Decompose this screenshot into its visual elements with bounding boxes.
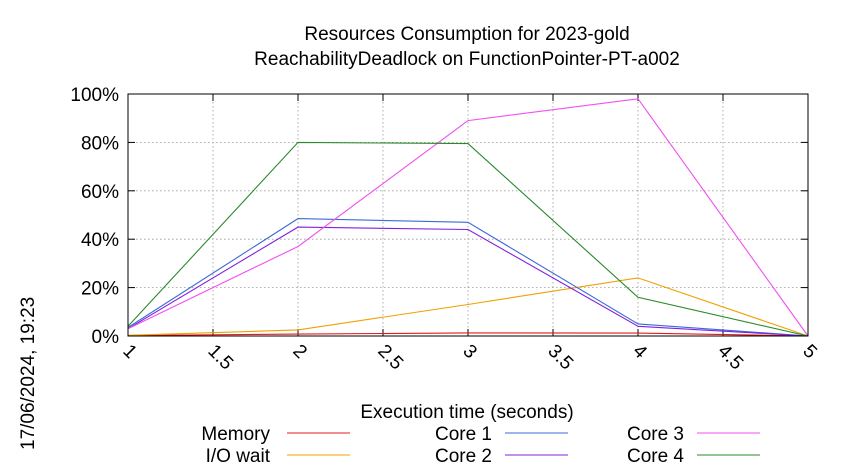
y-tick-label: 40% bbox=[81, 230, 119, 251]
legend-label-core-2: Core 2 bbox=[435, 446, 492, 467]
legend-label-core-3: Core 3 bbox=[627, 424, 684, 445]
y-axis-ticks: 0% 20% 40% 60% 80% 100% bbox=[70, 85, 808, 348]
x-tick-label: 4 bbox=[628, 341, 651, 364]
data-series bbox=[127, 98, 809, 337]
chart-title-line-2: ReachabilityDeadlock on FunctionPointer-… bbox=[254, 49, 680, 70]
x-axis-label: Execution time (seconds) bbox=[360, 402, 573, 423]
x-tick-label: 1 bbox=[118, 341, 140, 363]
legend-label-core-1: Core 1 bbox=[435, 424, 492, 445]
grid-lines bbox=[127, 93, 809, 337]
x-tick-label: 2 bbox=[288, 341, 310, 363]
legend-label-i-o-wait: I/O wait bbox=[206, 446, 271, 467]
series-line-core-4 bbox=[127, 141, 809, 337]
series-line-core-3 bbox=[127, 98, 809, 337]
timestamp-label: 17/06/2024, 19:23 bbox=[18, 297, 39, 450]
series-line-core-2 bbox=[127, 226, 809, 337]
x-tick-label: 5 bbox=[798, 341, 820, 363]
series-line-i-o-wait bbox=[127, 277, 809, 337]
series-line-core-1 bbox=[127, 218, 809, 337]
x-tick-label: 1.5 bbox=[203, 341, 237, 375]
x-tick-label: 2.5 bbox=[373, 341, 407, 375]
series-line-memory bbox=[127, 332, 809, 337]
legend-label-core-4: Core 4 bbox=[627, 446, 684, 467]
y-tick-label: 60% bbox=[81, 182, 119, 203]
x-tick-label: 3.5 bbox=[543, 341, 577, 375]
chart-title-line-1: Resources Consumption for 2023-gold bbox=[304, 24, 629, 45]
y-tick-label: 0% bbox=[92, 327, 120, 348]
y-tick-label: 100% bbox=[70, 85, 119, 106]
y-tick-label: 80% bbox=[81, 133, 119, 154]
x-tick-label: 4.5 bbox=[713, 341, 747, 375]
plot-frame bbox=[127, 93, 809, 337]
legend-label-memory: Memory bbox=[201, 424, 270, 445]
y-tick-label: 20% bbox=[81, 279, 119, 300]
x-tick-label: 3 bbox=[458, 341, 480, 363]
